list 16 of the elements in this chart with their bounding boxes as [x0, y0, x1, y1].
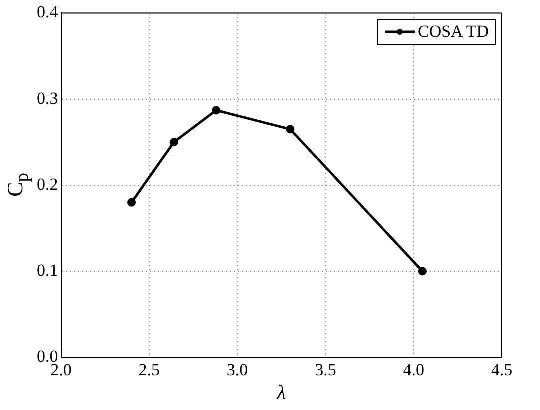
x-tick-label: 3.0 — [226, 360, 248, 380]
x-tick-label: 4.5 — [491, 360, 513, 380]
point — [418, 267, 427, 276]
point — [286, 125, 295, 134]
point — [128, 198, 136, 207]
x-axis-title: λ — [277, 382, 286, 404]
y-tick-label: 0.4 — [37, 2, 59, 22]
point — [212, 106, 221, 115]
y-tick-label: 0.1 — [37, 260, 58, 280]
y-tick-label: 0.3 — [37, 88, 58, 108]
legend-label: COSA TD — [418, 22, 489, 42]
x-tick-label: 3.5 — [315, 360, 336, 380]
y-tick-label: 0.2 — [37, 174, 58, 194]
x-tick-label: 4.0 — [403, 360, 424, 380]
point — [170, 138, 178, 147]
x-tick-label: 2.5 — [138, 360, 160, 380]
